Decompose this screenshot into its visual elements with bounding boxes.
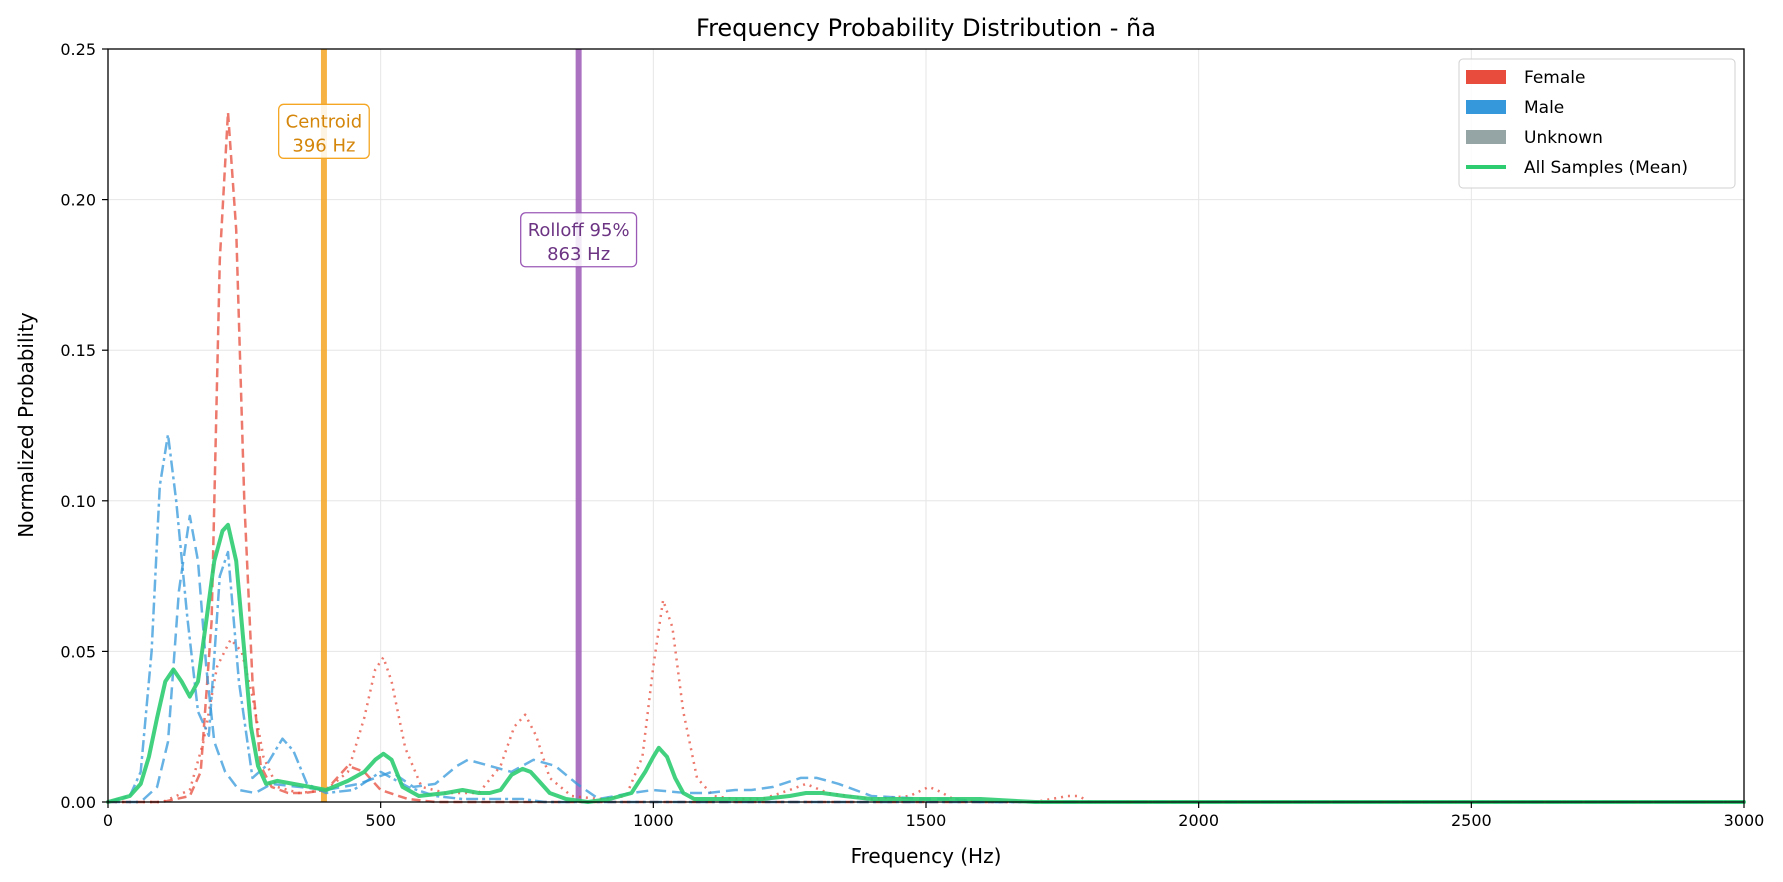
x-tick-label-3: 1500 <box>906 811 947 830</box>
reference-annotation-text-0-1: 396 Hz <box>292 135 355 156</box>
x-tick-label-6: 3000 <box>1724 811 1765 830</box>
y-tick-label-1: 0.05 <box>60 642 96 661</box>
reference-annotation-0: Centroid 396 Hz <box>278 103 370 159</box>
x-tick-label-5: 2500 <box>1451 811 1492 830</box>
legend-swatch-1 <box>1466 100 1506 114</box>
legend-box <box>1458 58 1736 189</box>
x-axis-ticks: 0 500 1000 1500 2000 2500 3000 <box>103 802 1764 830</box>
legend-label-1: Male <box>1524 98 1564 118</box>
series-line-3 <box>108 514 1744 804</box>
y-axis-ticks: 0.00 0.05 0.10 0.15 0.20 0.25 <box>60 40 108 812</box>
legend-swatch-2 <box>1466 130 1506 144</box>
reference-annotations: Centroid 396 Hz Rolloff 95% 863 Hz <box>278 103 638 268</box>
x-tick-label-2: 1000 <box>633 811 674 830</box>
series-line-0 <box>108 111 1744 804</box>
y-tick-label-0: 0.00 <box>60 793 96 812</box>
y-axis-label: Normalized Probability <box>14 312 38 538</box>
y-tick-label-4: 0.20 <box>60 191 96 210</box>
reference-lines <box>320 49 582 802</box>
legend-label-3: All Samples (Mean) <box>1524 158 1688 178</box>
x-tick-label-1: 500 <box>365 811 396 830</box>
series-line-4 <box>106 522 1746 804</box>
y-tick-label-5: 0.25 <box>60 40 96 59</box>
y-tick-label-3: 0.15 <box>60 341 96 360</box>
legend-label-0: Female <box>1524 68 1585 88</box>
x-tick-label-0: 0 <box>103 811 113 830</box>
legend-label-2: Unknown <box>1524 128 1603 148</box>
y-tick-label-2: 0.10 <box>60 492 96 511</box>
reference-annotation-text-1-1: 863 Hz <box>547 244 610 265</box>
reference-annotation-box-1 <box>520 212 638 268</box>
reference-annotation-text-1-0: Rolloff 95% <box>528 220 630 241</box>
legend-swatch-0 <box>1466 70 1506 84</box>
x-axis-label: Frequency (Hz) <box>851 844 1002 868</box>
chart-title: Frequency Probability Distribution - ña <box>696 14 1156 42</box>
reference-annotation-text-0-0: Centroid <box>286 111 363 132</box>
legend: Female Male Unknown All Samples (Mean) <box>1458 58 1736 189</box>
reference-annotation-box-0 <box>278 103 370 159</box>
x-tick-label-4: 2000 <box>1178 811 1219 830</box>
reference-annotation-1: Rolloff 95% 863 Hz <box>520 212 638 268</box>
